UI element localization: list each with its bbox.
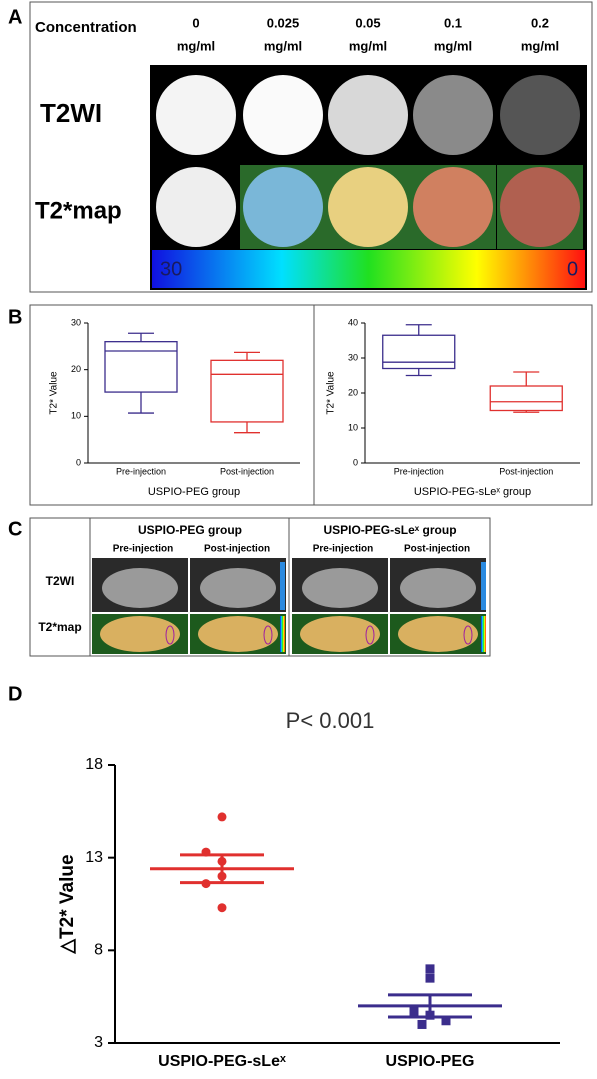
roi — [463, 625, 473, 645]
y-tick-label: 30 — [71, 317, 81, 327]
panel-b-frame — [29, 304, 593, 506]
roi — [365, 625, 375, 645]
y-tick-label: 8 — [94, 942, 103, 959]
box — [489, 385, 563, 412]
colorbar — [152, 250, 585, 288]
y-axis-label: T2* Value — [326, 371, 337, 415]
point — [217, 812, 227, 822]
panel-label: C — [8, 518, 22, 540]
timepoint: Post-injection — [404, 544, 470, 555]
phantom — [413, 75, 493, 155]
x-tick-label: USPIO-PEG — [386, 1053, 475, 1070]
x-axis-label: USPIO-PEG-sLeˣ group — [414, 486, 531, 498]
phantom — [156, 167, 236, 247]
map-anatomy — [100, 616, 180, 652]
phantom — [328, 167, 408, 247]
timepoint: Pre-injection — [313, 544, 374, 555]
roi — [263, 625, 273, 645]
colorbar — [280, 562, 285, 610]
map-anatomy — [198, 616, 278, 652]
y-tick-label: 0 — [76, 457, 81, 467]
map-anatomy — [398, 616, 478, 652]
phantom — [500, 75, 580, 155]
colorbar-label: 0 — [567, 258, 578, 280]
y-tick-label: 3 — [94, 1034, 103, 1051]
y-axis-label: △T2* Value — [57, 854, 78, 954]
x-tick-label: Pre-injection — [394, 466, 444, 476]
colorbar — [280, 616, 285, 652]
timepoint: Post-injection — [204, 544, 270, 555]
concentration: 0.1 — [444, 15, 462, 30]
timepoint: Pre-injection — [113, 544, 174, 555]
box — [382, 334, 456, 370]
panel-label: A — [8, 6, 22, 28]
phantom — [500, 167, 580, 247]
x-tick-label: Post-injection — [220, 466, 274, 476]
y-tick-label: 20 — [348, 387, 358, 397]
phantom — [243, 167, 323, 247]
phantom — [156, 75, 236, 155]
point — [441, 1016, 451, 1026]
concentration: 0.2 — [531, 15, 549, 30]
x-tick-label: Pre-injection — [116, 466, 166, 476]
y-tick-label: 30 — [348, 352, 358, 362]
panel-label: D — [8, 683, 22, 705]
unit: mg/ml — [434, 38, 472, 53]
box — [104, 341, 178, 393]
point — [217, 903, 227, 913]
point — [409, 1006, 419, 1016]
colorbar-label: 30 — [160, 258, 182, 280]
x-tick-label: Post-injection — [499, 466, 553, 476]
row-label: T2WI — [40, 98, 102, 128]
box — [210, 359, 284, 423]
mri-anatomy — [102, 568, 178, 608]
y-tick-label: 10 — [348, 422, 358, 432]
point — [425, 973, 435, 983]
unit: mg/ml — [264, 38, 302, 53]
y-tick-label: 10 — [71, 411, 81, 421]
phantom — [328, 75, 408, 155]
panel-label: B — [8, 306, 22, 328]
content: A B C D Concentration 0 mg/ml 0.025 mg/ml 0.05 mg/… — [8, 6, 583, 1070]
mri-anatomy — [302, 568, 378, 608]
phantom — [243, 75, 323, 155]
y-tick-label: 20 — [71, 364, 81, 374]
unit: mg/ml — [177, 38, 215, 53]
x-tick-label: USPIO-PEG-sLeˣ — [158, 1053, 286, 1070]
x-axis-label: USPIO-PEG group — [148, 486, 240, 498]
point — [425, 964, 435, 974]
concentration: 0.025 — [267, 15, 300, 30]
y-axis-label: T2* Value — [49, 371, 60, 415]
point — [417, 1019, 427, 1029]
unit: mg/ml — [349, 38, 387, 53]
row-label: T2*map — [38, 620, 81, 634]
roi — [165, 625, 175, 645]
row-label: T2*map — [35, 197, 122, 224]
unit: mg/ml — [521, 38, 559, 53]
mri-anatomy — [200, 568, 276, 608]
y-tick-label: 18 — [85, 756, 103, 773]
phantom — [413, 167, 493, 247]
chart-title: P< 0.001 — [286, 708, 375, 733]
group-label: USPIO-PEG group — [138, 523, 242, 537]
map-anatomy — [300, 616, 380, 652]
group-label: USPIO-PEG-sLeˣ group — [323, 523, 456, 537]
mri-anatomy — [400, 568, 476, 608]
y-tick-label: 13 — [85, 849, 103, 866]
colorbar — [481, 562, 486, 610]
colorbar — [481, 616, 486, 652]
row-label: T2WI — [46, 574, 75, 588]
y-tick-label: 40 — [348, 317, 358, 327]
concentration: 0.05 — [355, 15, 380, 30]
concentration: 0 — [192, 15, 199, 30]
y-tick-label: 0 — [353, 457, 358, 467]
header: Concentration — [35, 19, 137, 36]
